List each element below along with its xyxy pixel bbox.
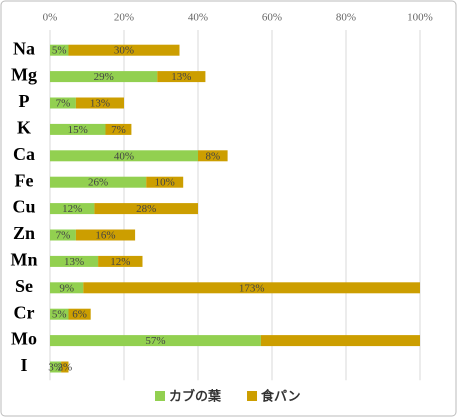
bar-segment [61,361,69,373]
category-label: Ca [13,144,35,164]
category-label: Zn [13,223,35,243]
bar-segment [105,123,132,135]
category-label: Se [15,276,33,296]
category-label: Cr [14,302,35,322]
value-label: 10% [155,177,175,189]
x-tick-label: 0% [43,12,58,24]
bar-segment [98,255,143,267]
category-label: Fe [15,170,34,190]
bar-segment [198,150,228,162]
bar-segment [75,229,136,241]
value-label: 29% [94,71,114,83]
value-label: 8% [205,150,220,162]
bar-segment [50,229,76,241]
category-label: Mn [11,250,38,270]
value-label: 40% [114,150,134,162]
bar-segment [50,203,95,215]
value-label: 7% [111,124,126,136]
category-label: Mo [11,329,37,349]
x-tick-label: 40% [188,12,208,24]
value-label: 6% [72,309,87,321]
bar-segment [83,282,420,294]
bar-segment [50,282,84,294]
category-label: Na [13,38,35,58]
value-label: 5% [52,309,67,321]
legend-label: カブの葉 [169,389,222,405]
bar-segment [50,335,261,347]
bar-segment [50,255,99,267]
value-label: 15% [68,124,88,136]
bar-segment [50,97,76,109]
value-label: 7% [56,230,71,242]
value-label: 57% [145,335,165,347]
bar-segment [50,123,106,135]
value-label: 3% [48,362,63,374]
value-label: 12% [62,203,82,215]
bar-segment [75,97,124,109]
category-label: Mg [11,65,37,85]
value-label: 28% [136,203,156,215]
legend-label: 食パン [261,389,301,405]
bar-segment [68,44,180,56]
bar-segment [50,71,158,83]
value-label: 7% [56,98,71,110]
legend-swatch [247,391,258,401]
value-label: 12% [110,256,130,268]
bar-segment [94,203,198,215]
value-label: 13% [171,71,191,83]
value-label: 13% [90,98,110,110]
value-label: 173% [239,282,265,294]
bar-segment [157,71,206,83]
bar-segment [50,150,198,162]
bar-segment [260,335,420,347]
value-label: 30% [114,45,134,57]
legend-swatch [155,391,165,401]
value-label: 13% [64,256,84,268]
category-label: P [19,91,30,111]
value-label: 5% [52,45,67,57]
x-tick-label: 60% [262,12,282,24]
bar-segment [146,176,184,188]
category-label: K [17,118,31,138]
x-tick-label: 20% [114,12,134,24]
category-label: I [20,355,27,375]
bar-segment [50,176,147,188]
x-tick-label: 80% [336,12,356,24]
category-label: Cu [12,197,35,217]
value-label: 26% [88,177,108,189]
bar-segment [50,361,62,373]
bar-segment [68,308,91,320]
bar-segment [50,44,69,56]
x-tick-label: 100% [407,12,433,24]
value-label: 2% [57,362,72,374]
value-label: 9% [59,282,74,294]
value-label: 16% [95,230,115,242]
bar-segment [50,308,69,320]
